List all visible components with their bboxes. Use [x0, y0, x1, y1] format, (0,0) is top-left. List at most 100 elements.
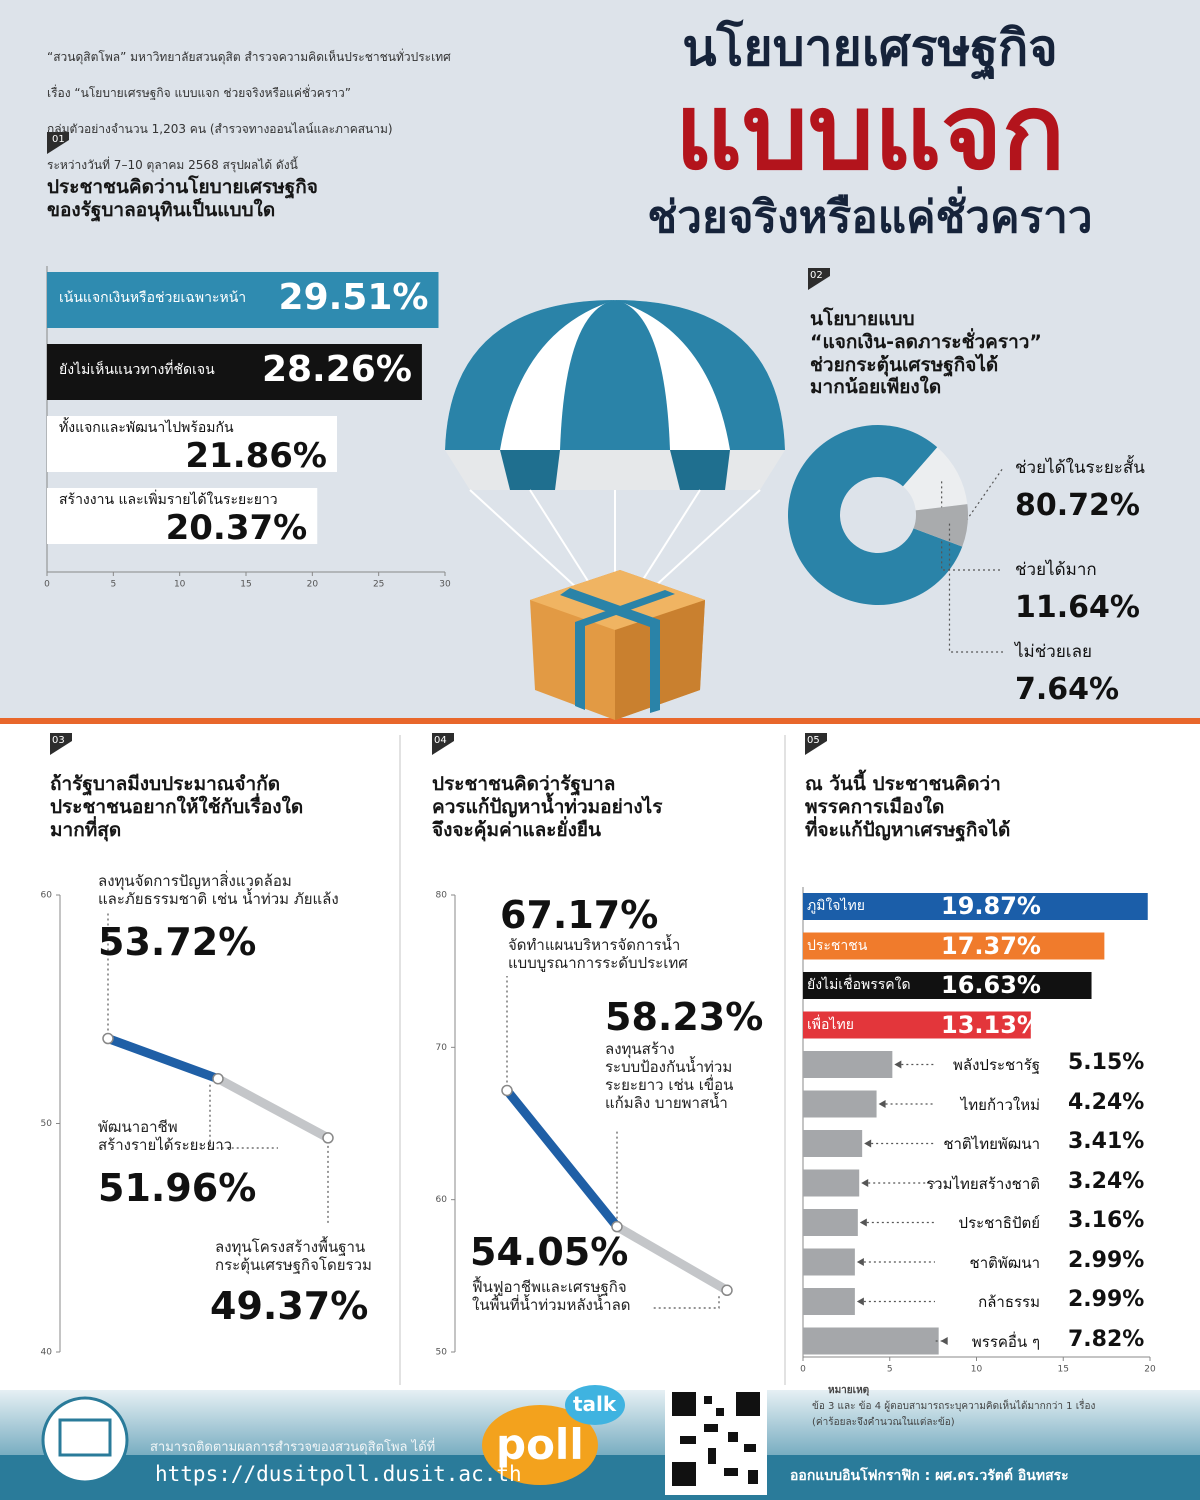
x-tick-label: 30: [439, 580, 451, 590]
x-tick-label: 20: [307, 580, 319, 590]
value-label: 4.24%: [1068, 1089, 1145, 1115]
x-tick-label: 25: [373, 580, 384, 590]
bar: [803, 1090, 877, 1118]
value-label: 3.16%: [1068, 1208, 1145, 1233]
line-segment: [502, 1085, 622, 1232]
main-title-line2: แบบแจก: [675, 71, 1065, 193]
line-point: [102, 1032, 114, 1045]
bar: [803, 1051, 893, 1078]
category-label: ทั้งแจกและพัฒนาไปพร้อมกัน: [59, 420, 234, 436]
x-tick-label: 15: [240, 580, 251, 590]
section-number: 05: [807, 735, 820, 746]
leader-arrow: [864, 1139, 872, 1148]
y-tick-label: 70: [436, 1043, 448, 1053]
main-title-line3: ช่วยจริงหรือแค่ชั่วคราว: [647, 192, 1093, 243]
intro-line: “สวนดุสิตโพล” มหาวิทยาลัยสวนดุสิต สำรวจค…: [47, 50, 451, 64]
y-tick-label: 40: [41, 1348, 53, 1358]
leader-arrow: [859, 1218, 867, 1227]
x-tick-label: 15: [1058, 1365, 1069, 1375]
value-label: 67.17%: [500, 893, 659, 937]
bar: [803, 1011, 1031, 1039]
category-label: พลังประชารัฐ: [953, 1056, 1040, 1074]
value-label: 51.96%: [98, 1166, 257, 1210]
line-point: [212, 1072, 224, 1085]
category-label: ชาติไทยพัฒนา: [943, 1135, 1040, 1153]
intro-line: กลุ่มตัวอย่างจำนวน 1,203 คน (สำรวจทางออน…: [47, 122, 393, 136]
bar: [803, 972, 1092, 999]
line-point: [611, 1220, 623, 1233]
category-label: กล้าธรรม: [978, 1293, 1040, 1311]
bar: [803, 1288, 855, 1315]
category-label: ประชาชน: [807, 937, 868, 954]
intro-line: เรื่อง “นโยบายเศรษฐกิจ แบบแจก ช่วยจริงหร…: [47, 86, 351, 100]
bar: [803, 932, 1105, 960]
main-title-line1: นโยบายเศรษฐกิจ: [682, 19, 1058, 77]
category-label: ลงทุนจัดการปัญหาสิ่งแวดล้อม และภัยธรรมชา…: [98, 872, 339, 908]
parachute-illustration: [445, 300, 785, 720]
category-label: ประชาธิปัตย์: [958, 1214, 1040, 1232]
note-line: หมายเหตุ: [828, 1385, 870, 1396]
donut-slice: [788, 424, 963, 605]
leader-arrow: [940, 1337, 948, 1345]
bar: [803, 1130, 863, 1157]
leader-arrow: [878, 1100, 886, 1108]
section-number: 04: [434, 735, 447, 746]
poll-logo: poll: [496, 1420, 584, 1469]
x-tick-label: 10: [971, 1365, 983, 1375]
category-label: จัดทำแผนบริหารจัดการน้ำ แบบบูรณาการระดับ…: [508, 936, 688, 972]
y-tick-label: 60: [436, 1195, 448, 1205]
category-label: ไม่ช่วยเลย: [1015, 642, 1092, 662]
chart-title: ถ้ารัฐบาลมีงบประมาณจำกัด ประชาชนอยากให้ใ…: [50, 773, 304, 841]
chart-title: นโยบายแบบ “แจกเงิน-ลดภาระชั่วคราว” ช่วยก…: [810, 308, 1042, 399]
value-label: 2.99%: [1068, 1247, 1145, 1273]
university-logo: [41, 1396, 129, 1484]
y-tick-label: 80: [436, 891, 448, 901]
value-label: 19.87%: [941, 892, 1041, 920]
x-tick-label: 5: [110, 580, 116, 590]
section-badges: [47, 132, 830, 755]
line-point: [322, 1132, 334, 1144]
qr-code: [672, 1392, 760, 1486]
category-label: พัฒนาอาชีพ สร้างรายได้ระยะยาว: [98, 1118, 233, 1154]
line-point: [721, 1284, 733, 1297]
category-label: เพื่อไทย: [807, 1016, 854, 1033]
bar: [803, 1327, 939, 1355]
x-tick-label: 10: [174, 580, 186, 590]
section-number: 02: [810, 270, 823, 281]
value-label: 20.37%: [165, 508, 308, 548]
bar: [47, 416, 338, 472]
value-label: 21.86%: [185, 436, 327, 476]
section-number: 03: [52, 735, 65, 746]
category-label: ช่วยได้ในระยะสั้น: [1015, 458, 1145, 478]
category-label: รวมไทยสร้างชาติ: [926, 1174, 1040, 1193]
leader-line: [957, 467, 1004, 533]
leader-arrow: [861, 1179, 869, 1187]
bar: [803, 1169, 860, 1197]
chart-title: ประชาชนคิดว่ารัฐบาล ควรแก้ปัญหาน้ำท่วมอย…: [432, 773, 663, 841]
y-tick-label: 50: [436, 1348, 448, 1358]
value-label: 7.82%: [1068, 1326, 1145, 1352]
bar: [803, 893, 1148, 920]
category-label: ยังไม่เชื่อพรรคใด: [807, 977, 911, 993]
section-number: 01: [52, 134, 65, 145]
footer-url: https://dusitpoll.dusit.ac.th: [155, 1462, 522, 1486]
talk-logo: talk: [573, 1392, 617, 1416]
value-label: 80.72%: [1015, 488, 1140, 523]
category-label: ช่วยได้มาก: [1015, 560, 1097, 580]
value-label: 11.64%: [1015, 590, 1140, 625]
category-label: ยังไม่เห็นแนวทางที่ชัดเจน: [59, 362, 215, 378]
category-label: ไทยก้าวใหม่: [960, 1095, 1040, 1114]
donut-slice: [913, 504, 968, 547]
value-label: 54.05%: [470, 1230, 629, 1274]
leader-arrow: [856, 1258, 864, 1266]
chart-title: ณ วันนี้ ประชาชนคิดว่า พรรคการเมืองใด ที…: [805, 773, 1011, 841]
value-label: 16.63%: [941, 971, 1041, 999]
value-label: 53.72%: [98, 920, 257, 964]
bar: [803, 1209, 858, 1236]
bar: [47, 344, 422, 400]
value-label: 58.23%: [605, 995, 764, 1039]
category-label: พรรคอื่น ๆ: [971, 1332, 1040, 1351]
university-logo-mark: [58, 1418, 112, 1457]
